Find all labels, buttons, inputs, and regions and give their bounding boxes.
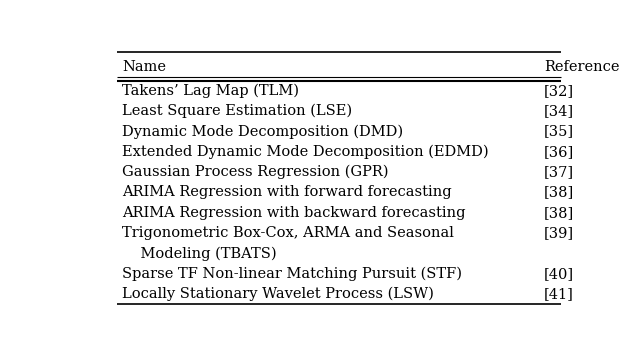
Text: Reference: Reference [544,60,620,73]
Text: [39]: [39] [544,226,574,240]
Text: Name: Name [122,60,166,73]
Text: [38]: [38] [544,185,574,199]
Text: Extended Dynamic Mode Decomposition (EDMD): Extended Dynamic Mode Decomposition (EDM… [122,145,489,159]
Text: [34]: [34] [544,104,574,118]
Text: Dynamic Mode Decomposition (DMD): Dynamic Mode Decomposition (DMD) [122,124,403,139]
Text: [35]: [35] [544,125,574,139]
Text: Takens’ Lag Map (TLM): Takens’ Lag Map (TLM) [122,84,299,98]
Text: Sparse TF Non-linear Matching Pursuit (STF): Sparse TF Non-linear Matching Pursuit (S… [122,267,462,281]
Text: [37]: [37] [544,165,574,179]
Text: Gaussian Process Regression (GPR): Gaussian Process Regression (GPR) [122,165,388,179]
Text: [38]: [38] [544,206,574,220]
Text: [41]: [41] [544,287,573,301]
Text: Trigonometric Box-Cox, ARMA and Seasonal: Trigonometric Box-Cox, ARMA and Seasonal [122,226,454,240]
Text: [32]: [32] [544,84,574,98]
Text: Least Square Estimation (LSE): Least Square Estimation (LSE) [122,104,352,118]
Text: Locally Stationary Wavelet Process (LSW): Locally Stationary Wavelet Process (LSW) [122,287,434,301]
Text: [40]: [40] [544,267,574,281]
Text: ARIMA Regression with backward forecasting: ARIMA Regression with backward forecasti… [122,206,466,220]
Text: Modeling (TBATS): Modeling (TBATS) [122,246,276,261]
Text: [36]: [36] [544,145,574,159]
Text: ARIMA Regression with forward forecasting: ARIMA Regression with forward forecastin… [122,185,452,199]
